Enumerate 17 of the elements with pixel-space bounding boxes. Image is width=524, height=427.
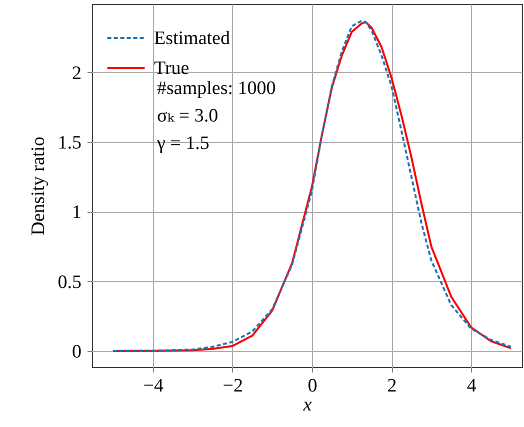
legend-label: True <box>154 58 190 79</box>
annotation: σₖ = 3.0 <box>157 106 218 126</box>
x-tick-label: 2 <box>387 376 397 396</box>
x-axis-title: x <box>302 394 312 416</box>
y-tick-label: 1.5 <box>58 132 82 154</box>
annotation: #samples: 1000 <box>157 78 276 99</box>
x-tick-label: −2 <box>222 376 244 396</box>
legend-label: Estimated <box>154 28 230 49</box>
y-tick-label: 0.5 <box>58 272 82 293</box>
y-axis-title: Density ratio <box>28 136 49 236</box>
x-tick-label: 4 <box>466 376 477 396</box>
y-tick-label: 2 <box>72 62 82 84</box>
x-tick-label: 0 <box>308 376 318 396</box>
annotation: γ = 1.5 <box>156 133 210 154</box>
x-tick-label: −4 <box>143 376 164 396</box>
y-tick-label: 0 <box>72 341 82 362</box>
y-tick-label: 1 <box>72 202 82 224</box>
